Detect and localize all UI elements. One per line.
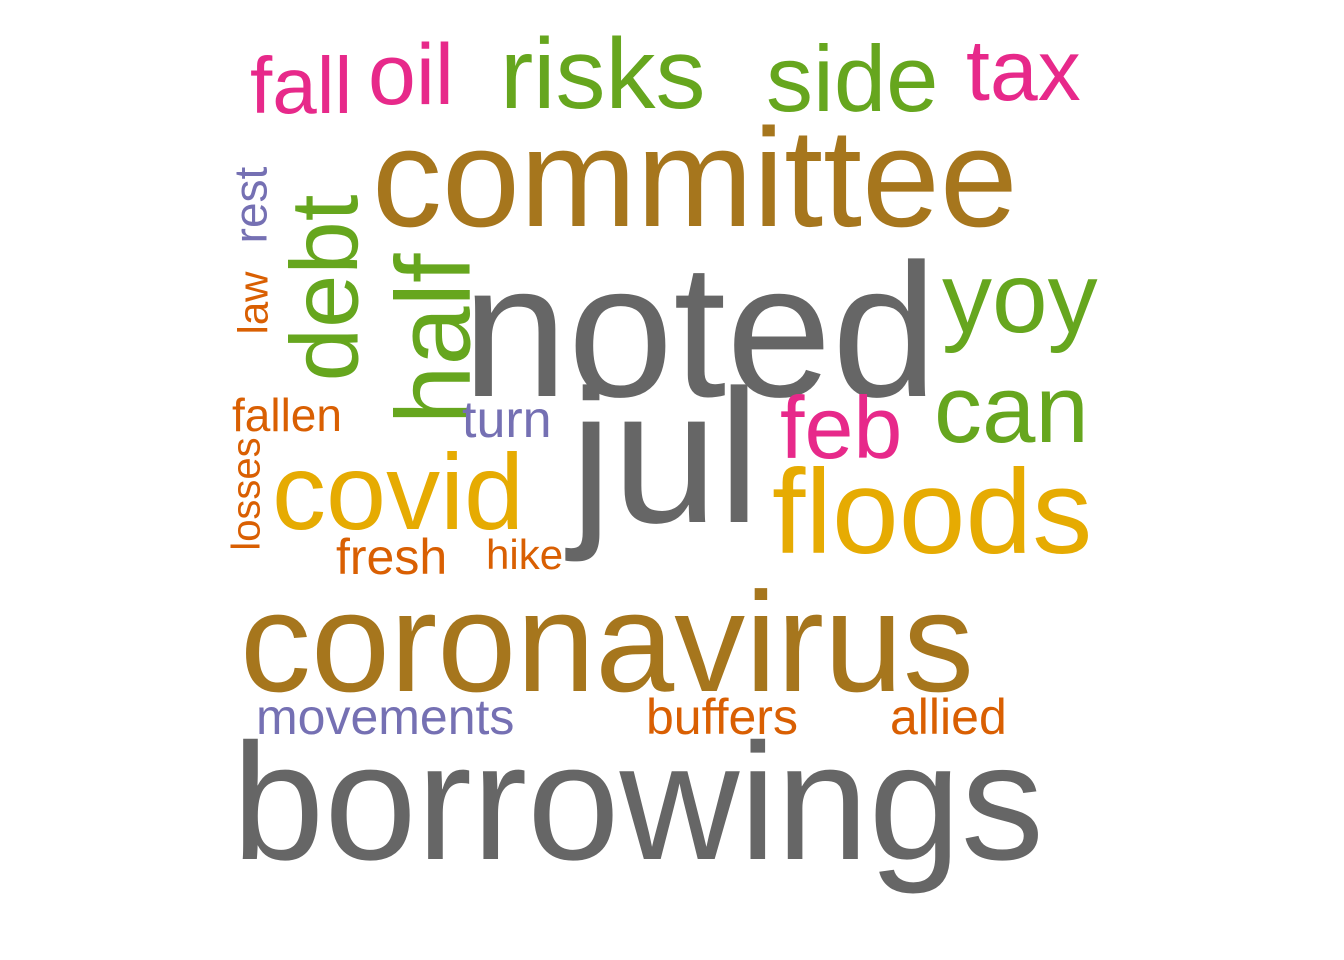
word-coronavirus: coronavirus <box>240 563 974 722</box>
word-risks: risks <box>500 18 706 130</box>
word-jul: jul <box>570 351 761 563</box>
word-fresh: fresh <box>336 529 448 585</box>
word-law: law <box>229 271 277 335</box>
word-turn: turn <box>462 391 552 449</box>
word-rest: rest <box>224 166 277 244</box>
word-allied: allied <box>890 689 1007 745</box>
word-buffers: buffers <box>646 689 798 745</box>
word-noted: noted <box>462 225 938 437</box>
word-hike: hike <box>486 531 564 578</box>
word-committee: committee <box>372 99 1018 256</box>
word-movements: movements <box>256 689 515 745</box>
word-covid: covid <box>272 431 525 552</box>
word-borrowings: borrowings <box>232 710 1044 895</box>
word-fall: fall <box>250 41 353 130</box>
word-can: can <box>934 356 1089 463</box>
word-side: side <box>766 26 939 131</box>
word-losses: losses <box>224 437 269 551</box>
word-debt: debt <box>271 194 379 382</box>
word-floods: floods <box>772 445 1093 579</box>
word-yoy: yoy <box>942 242 1098 354</box>
word-oil: oil <box>368 27 455 123</box>
word-feb: feb <box>780 378 903 477</box>
word-tax: tax <box>966 23 1081 119</box>
word-fallen: fallen <box>232 389 342 441</box>
